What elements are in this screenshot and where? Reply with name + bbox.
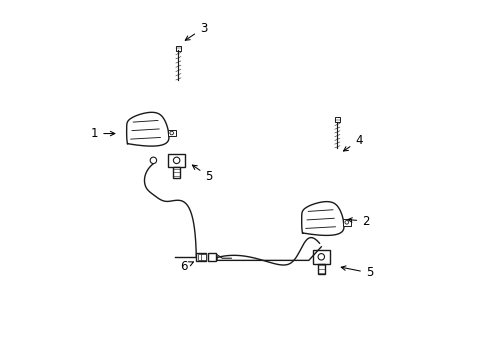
Text: 2: 2 (347, 215, 369, 228)
Bar (317, 264, 324, 274)
Polygon shape (301, 202, 343, 235)
Circle shape (150, 157, 156, 163)
Circle shape (344, 221, 348, 224)
Text: 6: 6 (180, 260, 193, 273)
Bar (207, 253, 215, 261)
Bar (342, 219, 350, 226)
Text: 5: 5 (341, 266, 372, 279)
Bar (198, 254, 202, 260)
Bar (173, 167, 180, 178)
Bar (167, 130, 175, 136)
Text: 5: 5 (192, 165, 212, 183)
FancyBboxPatch shape (175, 46, 181, 51)
Circle shape (169, 131, 173, 135)
Polygon shape (126, 112, 168, 146)
Bar (312, 250, 329, 264)
Bar (168, 154, 185, 167)
Text: 4: 4 (343, 134, 362, 151)
Text: 1: 1 (91, 127, 115, 140)
Circle shape (317, 253, 324, 260)
Circle shape (173, 157, 180, 163)
Bar (201, 254, 205, 260)
FancyBboxPatch shape (334, 117, 339, 122)
Bar (196, 253, 206, 261)
Text: 3: 3 (185, 22, 207, 40)
